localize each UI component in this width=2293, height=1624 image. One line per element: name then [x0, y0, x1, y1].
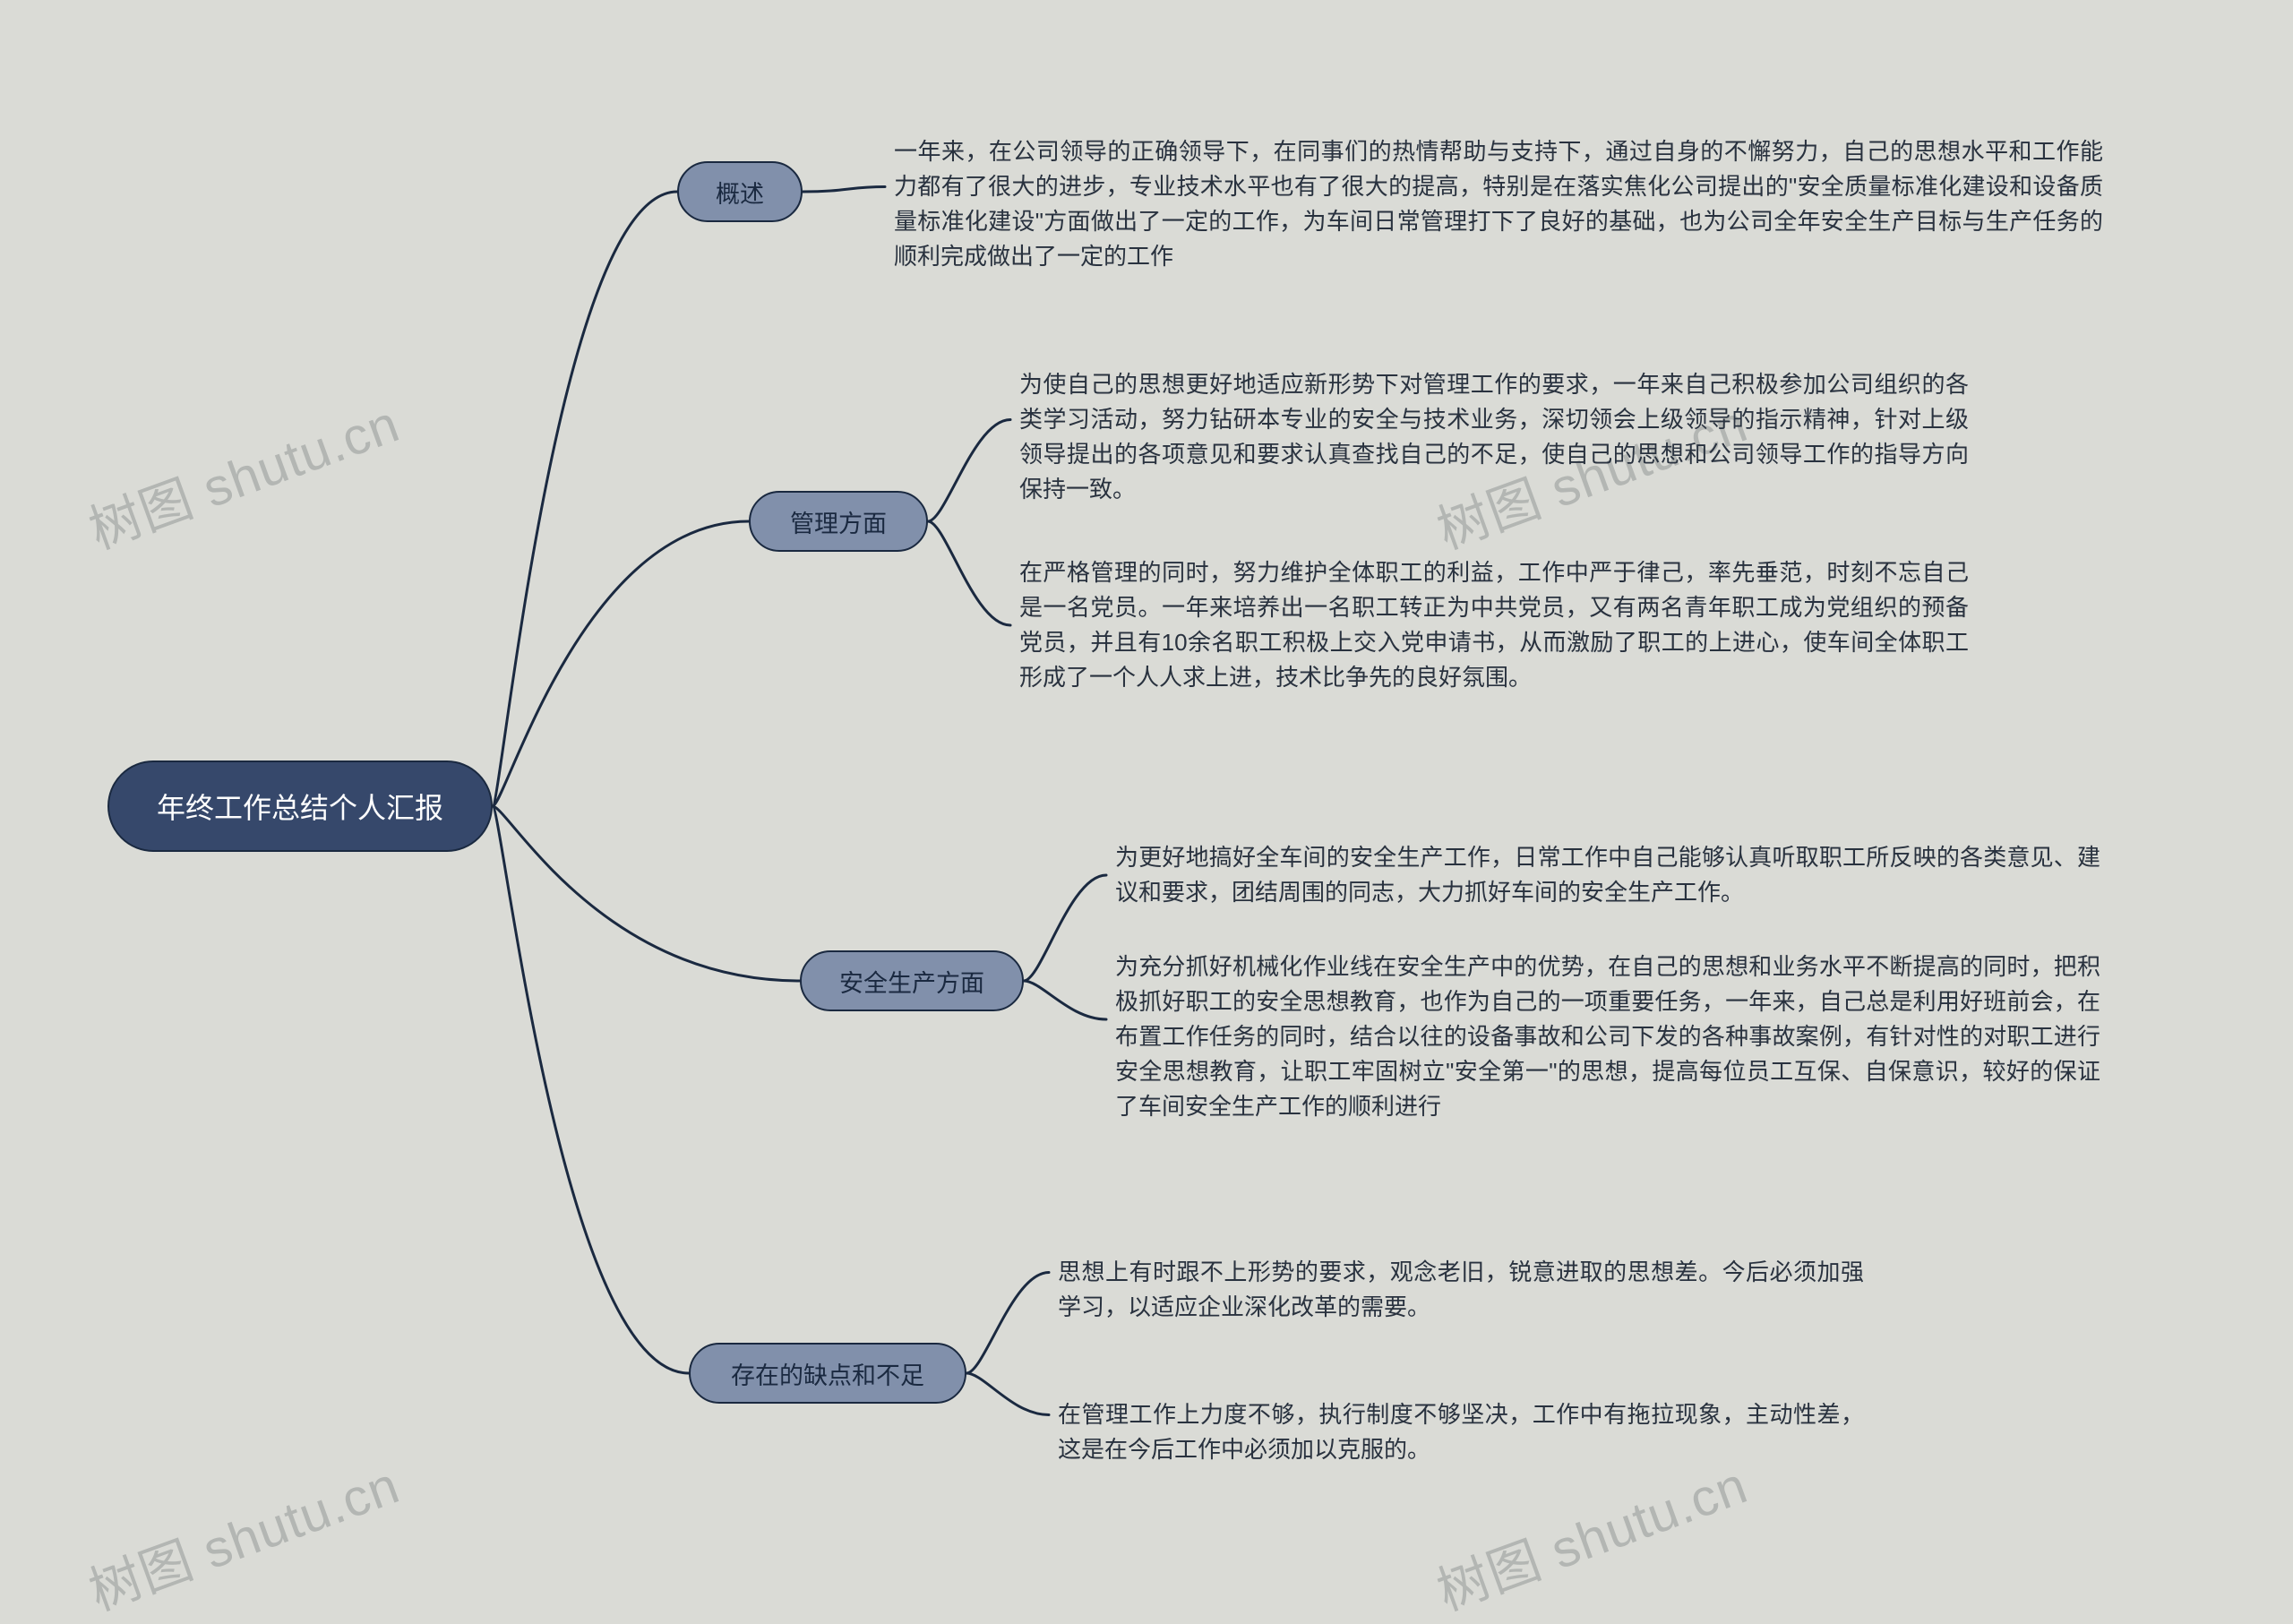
- leaf-text: 为更好地搞好全车间的安全生产工作，日常工作中自己能够认真听取职工所反映的各类意见…: [1115, 840, 2100, 910]
- mindmap-canvas: 年终工作总结个人汇报 概述 一年来，在公司领导的正确领导下，在同事们的热情帮助与支持…: [0, 0, 2293, 1624]
- branch-node[interactable]: 存在的缺点和不足: [689, 1343, 966, 1404]
- watermark: 树图 shutu.cn: [1425, 1443, 1756, 1624]
- leaf-text: 为使自己的思想更好地适应新形势下对管理工作的要求，一年来自己积极参加公司组织的各…: [1019, 367, 1969, 507]
- branch-node[interactable]: 安全生产方面: [800, 950, 1024, 1011]
- leaf-text: 在管理工作上力度不够，执行制度不够坚决，工作中有拖拉现象，主动性差，这是在今后工…: [1058, 1397, 1864, 1467]
- branch-node[interactable]: 管理方面: [749, 491, 928, 552]
- branch-node[interactable]: 概述: [677, 161, 803, 222]
- watermark: 树图 shutu.cn: [77, 382, 408, 563]
- leaf-text: 为充分抓好机械化作业线在安全生产中的优势，在自己的思想和业务水平不断提高的同时，…: [1115, 949, 2100, 1124]
- leaf-text: 一年来，在公司领导的正确领导下，在同事们的热情帮助与支持下，通过自身的不懈努力，…: [894, 134, 2103, 274]
- leaf-text: 在严格管理的同时，努力维护全体职工的利益，工作中严于律己，率先垂范，时刻不忘自己…: [1019, 555, 1969, 695]
- watermark: 树图 shutu.cn: [77, 1443, 408, 1624]
- root-node[interactable]: 年终工作总结个人汇报: [107, 760, 493, 852]
- leaf-text: 思想上有时跟不上形势的要求，观念老旧，锐意进取的思想差。今后必须加强学习，以适应…: [1058, 1255, 1864, 1325]
